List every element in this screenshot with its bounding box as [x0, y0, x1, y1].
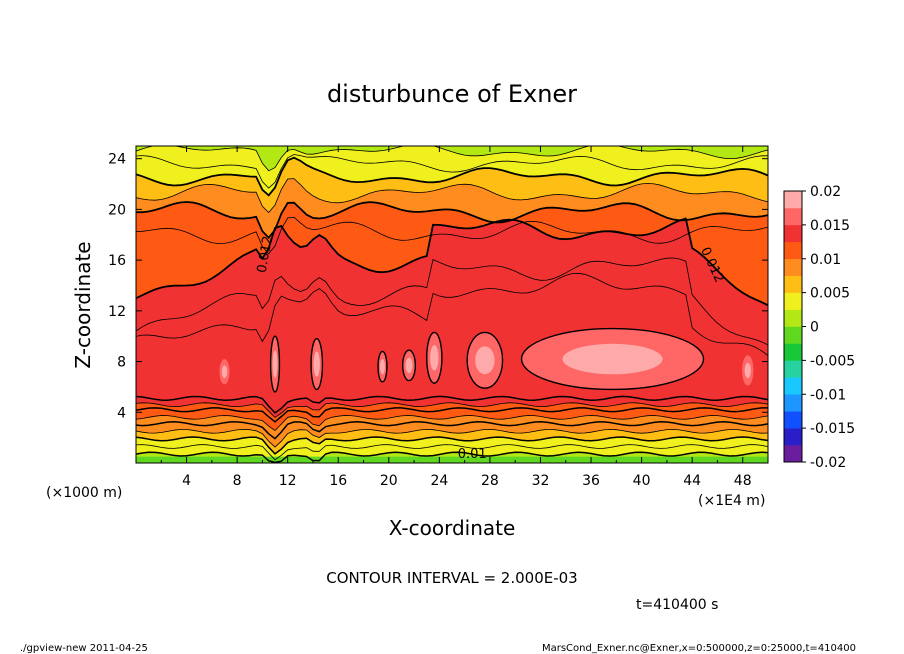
contour-line-lower: [136, 395, 768, 414]
core-peak: [405, 357, 413, 373]
core-maxima: [219, 327, 754, 393]
plot-frame: [135, 145, 769, 464]
colorbar-segment: [784, 343, 802, 361]
core-peak: [221, 365, 228, 379]
x-tick-label: 40: [633, 473, 651, 489]
y-tick-label: 8: [117, 355, 126, 371]
colorbar-tick-label: -0.015: [810, 421, 855, 437]
colorbar-segment: [784, 360, 802, 378]
x-extra-label: (×1E4 m): [698, 493, 765, 509]
colorbar-tick-label: -0.005: [810, 353, 855, 369]
contour-line-upper: [136, 257, 768, 346]
colorbar-segment: [784, 377, 802, 395]
filled-contours: [136, 146, 768, 463]
contour-line-lower: [136, 451, 768, 463]
colorbar-segment: [784, 394, 802, 412]
colorbar-segment: [784, 258, 802, 276]
colorbar-tick-label: 0.015: [810, 218, 850, 234]
contour-line-lower: [136, 436, 768, 455]
colorbar-segment: [784, 428, 802, 446]
colorbar-segment: [784, 241, 802, 260]
x-tick-label: 20: [380, 473, 398, 489]
core-peak: [562, 343, 663, 375]
colorbar-tick-label: 0.01: [810, 252, 841, 268]
x-axis-label: X-coordinate: [389, 516, 516, 540]
contour-line-upper: [136, 156, 768, 197]
band-ground: [136, 456, 768, 463]
core-peak: [475, 346, 495, 375]
x-tick-label: 12: [279, 473, 297, 489]
y-tick-label: 24: [108, 152, 126, 168]
y-tick-label: 4: [117, 405, 126, 421]
contour-lines: [136, 146, 768, 463]
colorbar-segment: [784, 191, 802, 209]
x-tick-label: 36: [582, 473, 600, 489]
contour-line-lower: [136, 407, 768, 423]
colorbar-tick-label: 0.02: [810, 184, 841, 200]
x-tick-label: 24: [430, 473, 448, 489]
time-text: t=410400 s: [636, 597, 718, 613]
y-tick-label: 12: [108, 304, 126, 320]
contour-line-upper: [136, 216, 768, 255]
core-peak: [380, 359, 385, 375]
x-tick-label: 44: [683, 473, 701, 489]
contour-line-lower: [136, 444, 768, 461]
contour-line-upper: [136, 154, 768, 189]
colorbar-segment: [784, 445, 802, 463]
core-peak: [744, 362, 751, 379]
contour-line-lower: [136, 421, 768, 440]
contour-line-lower: [136, 415, 768, 432]
contour-line-upper: [136, 146, 768, 172]
colorbar-segment: [784, 326, 802, 344]
footer-right: MarsCond_Exner.nc@Exner,x=0:500000,z=0:2…: [542, 643, 856, 654]
contour-label: 0.01: [458, 447, 487, 462]
plot-area: [136, 146, 768, 463]
contour-line-upper: [136, 272, 768, 356]
colorbar-tick-label: -0.01: [810, 387, 846, 403]
core-peak: [430, 345, 439, 371]
colorbar-segment: [784, 207, 802, 226]
x-tick-label: 48: [734, 473, 752, 489]
contour-line-upper: [136, 217, 768, 307]
colorbar-segment: [784, 292, 802, 310]
colorbar-tick-label: 0: [810, 320, 819, 336]
core-peak: [272, 350, 278, 379]
x-tick-label: 32: [532, 473, 550, 489]
y-tick-label: 16: [108, 253, 126, 269]
chart-title: disturbunce of Exner: [327, 80, 577, 108]
colorbar: 0.02 0.015 0.01 0.005 0 -0.005 -0.01 -0.015 -0.0…: [783, 184, 855, 471]
y-axis-label: Z-coordinate: [71, 241, 95, 368]
x-tick-label: 16: [329, 473, 347, 489]
contour-interval-text: CONTOUR INTERVAL = 2.000E-03: [326, 569, 577, 587]
x-tick-label: 28: [481, 473, 499, 489]
x-tick-label: 4: [182, 473, 191, 489]
colorbar-segment: [784, 275, 802, 293]
contour-line-upper: [136, 178, 768, 214]
core-peak: [313, 351, 320, 377]
x-units-label: (×1000 m): [46, 485, 122, 501]
colorbar-tick-label: 0.005: [810, 286, 850, 302]
contour-label: 0.012: [255, 235, 276, 274]
contour-line-lower: [136, 402, 768, 418]
contour-line-lower: [136, 428, 768, 448]
y-tick-label: 20: [108, 202, 126, 218]
contour-line-upper: [136, 201, 768, 240]
colorbar-segment: [784, 309, 802, 327]
colorbar-tick-label: -0.02: [810, 455, 846, 471]
x-tick-label: 8: [233, 473, 242, 489]
footer-left: ./gpview-new 2011-04-25: [20, 643, 148, 654]
colorbar-segment: [784, 411, 802, 429]
colorbar-segment: [784, 224, 802, 243]
